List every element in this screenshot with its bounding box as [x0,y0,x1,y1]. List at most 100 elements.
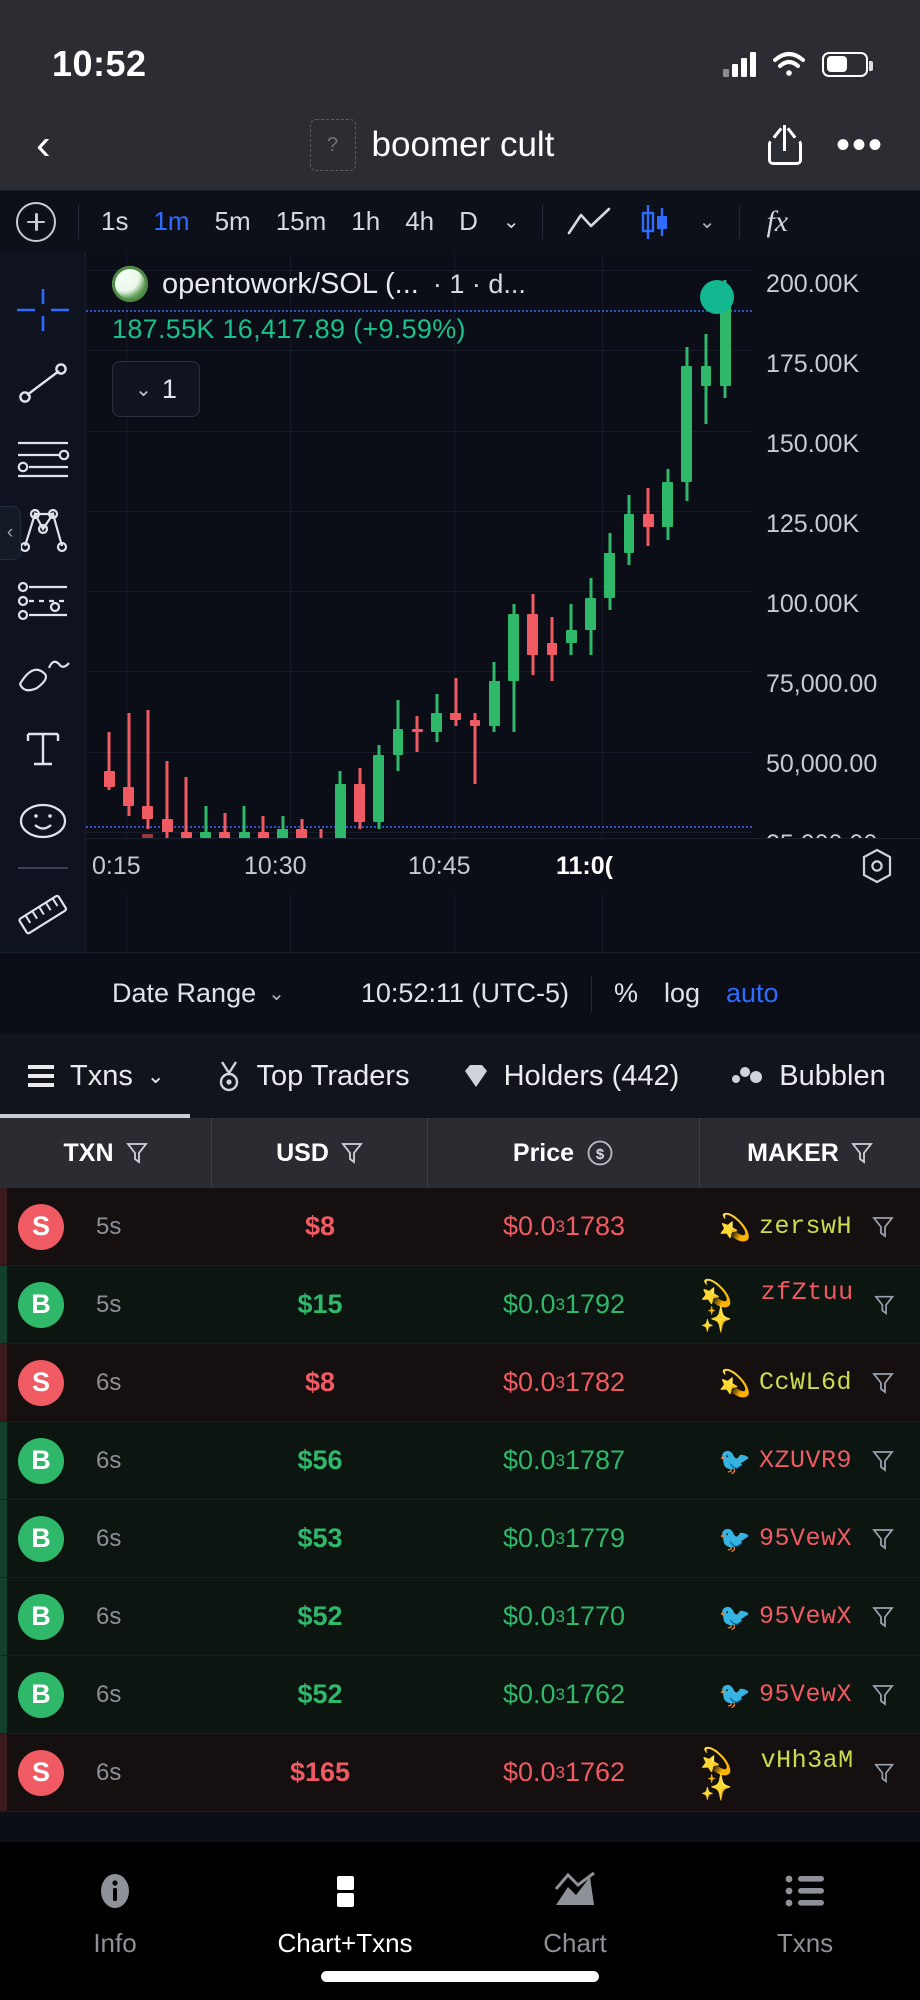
trend-line-icon[interactable] [0,347,86,420]
txn-age: 6s [96,1680,122,1708]
share-icon[interactable] [767,125,802,165]
gridline-v-1 [290,252,291,952]
more-options-icon[interactable]: ••• [835,123,884,167]
cell-maker[interactable]: 💫 zerswH [700,1188,920,1265]
nav-item-txns[interactable]: Txns [690,1868,920,1959]
chart-clock[interactable]: 10:52:11 (UTC-5) [360,978,569,1008]
ruler-icon[interactable] [0,879,86,952]
nav-item-chart[interactable]: Chart [460,1868,690,1959]
filter-icon-row[interactable] [872,1527,894,1551]
tab-txns[interactable]: Txns ⌄ [0,1034,191,1118]
maker-id[interactable]: XZUVR9 [758,1446,852,1475]
candlestick-chart-icon[interactable] [639,204,671,240]
maker-id[interactable]: 95VewX [758,1680,852,1709]
log-scale-button[interactable]: log [663,978,700,1008]
timeframe-1s[interactable]: 1s [101,206,129,236]
maker-id[interactable]: zfZtuu [760,1277,854,1307]
filter-icon-row[interactable] [872,1683,894,1707]
date-range-button[interactable]: Date Range ⌄ [112,978,285,1009]
row-side-indicator [0,1188,7,1265]
table-row[interactable]: B 6s $52 $0.0 3 1762 🐦 95VewX [0,1656,920,1734]
filter-icon-3[interactable] [850,1141,873,1165]
column-header-price[interactable]: Price $ [428,1118,700,1188]
timeframe-1h[interactable]: 1h [351,206,381,236]
cell-maker[interactable]: 💫✨ zfZtuu [700,1266,920,1343]
row-side-indicator [0,1578,7,1655]
filter-icon-row[interactable] [872,1449,894,1473]
nav-item-chart-txns[interactable]: Chart+Txns [230,1868,460,1959]
column-header-usd[interactable]: USD [212,1118,428,1188]
chart-canvas[interactable]: opentowork/SOL (... · 1 · d... 187.55K 1… [86,252,752,952]
collapse-toolbar-button[interactable]: ‹ [0,506,21,560]
table-row[interactable]: B 5s $15 $0.0 3 1792 💫✨ zfZtuu [0,1266,920,1344]
maker-id[interactable]: zerswH [758,1212,852,1241]
cell-maker[interactable]: 💫 CcWL6d [700,1344,920,1421]
table-row[interactable]: B 6s $56 $0.0 3 1787 🐦 XZUVR9 [0,1422,920,1500]
filter-icon-row[interactable] [872,1371,894,1395]
filter-icon[interactable] [125,1141,148,1165]
timeframe-d[interactable]: D [459,206,478,236]
fib-retracement-icon[interactable] [0,566,86,639]
txn-age: 6s [96,1446,122,1474]
horizontal-lines-icon[interactable] [0,420,86,493]
nav-item-info[interactable]: Info [0,1868,230,1959]
dollar-circle-icon[interactable]: $ [586,1139,614,1167]
timeframe-15m[interactable]: 15m [275,206,327,236]
tab-top-traders[interactable]: Top Traders [190,1034,435,1118]
cell-price: $0.0 3 1762 [502,1757,626,1787]
battery-icon [822,51,873,77]
table-row[interactable]: B 6s $52 $0.0 3 1770 🐦 95VewX [0,1578,920,1656]
txn-age: 6s [96,1524,122,1552]
chevron-down-icon-2[interactable]: ⌄ [698,211,716,233]
filter-icon-row[interactable] [872,1605,894,1629]
price-exponent: 3 [555,1216,565,1236]
timeframe-5m[interactable]: 5m [214,206,251,236]
cell-usd: $15 [297,1289,343,1319]
cell-usd: $53 [297,1523,343,1553]
candle-body [546,642,558,656]
table-row[interactable]: S 6s $8 $0.0 3 1782 💫 CcWL6d [0,1344,920,1422]
cell-maker[interactable]: 🐦 95VewX [700,1578,920,1655]
candle-wick [242,806,246,855]
chart-count-selector[interactable]: ⌄ 1 [112,361,200,417]
filter-icon-2[interactable] [341,1141,363,1165]
tab-bubblemaps[interactable]: Bubblen [705,1034,911,1118]
chart-settings-icon[interactable] [858,847,896,885]
filter-icon-row[interactable] [872,1215,894,1239]
back-button[interactable]: ‹ [36,120,51,169]
table-row[interactable]: S 6s $165 $0.0 3 1762 💫✨ vHh3aM [0,1734,920,1812]
filter-icon-row[interactable] [873,1293,894,1317]
maker-emoji-icon: 🐦 [718,1446,751,1476]
timeframe-4h[interactable]: 4h [405,206,435,236]
pitchfork-icon[interactable] [0,493,86,566]
maker-id[interactable]: vHh3aM [760,1745,854,1775]
cell-maker[interactable]: 🐦 95VewX [700,1656,920,1733]
line-chart-icon[interactable] [567,207,611,237]
indicators-button[interactable]: fx [766,204,789,238]
percent-scale-button[interactable]: % [613,978,638,1008]
chevron-down-icon[interactable]: ⌄ [502,211,520,233]
maker-id[interactable]: 95VewX [758,1602,852,1631]
add-indicator-button[interactable] [16,201,56,242]
time-axis[interactable]: 0:15 10:30 10:45 11:0( [86,838,920,894]
price-axis[interactable]: 200.00K 175.00K 150.00K 125.00K 100.00K … [752,252,920,952]
crosshair-icon[interactable] [0,274,86,347]
maker-id[interactable]: CcWL6d [758,1368,852,1397]
emoji-icon[interactable] [0,784,86,857]
cell-price: $0.0 3 1779 [502,1523,626,1553]
cell-maker[interactable]: 🐦 XZUVR9 [700,1422,920,1499]
cell-maker[interactable]: 💫✨ vHh3aM [700,1734,920,1811]
maker-id[interactable]: 95VewX [758,1524,852,1553]
brush-icon[interactable] [0,638,86,711]
table-row[interactable]: B 6s $53 $0.0 3 1779 🐦 95VewX [0,1500,920,1578]
column-header-txn[interactable]: TXN [0,1118,212,1188]
timeframe-1m[interactable]: 1m [153,206,190,236]
tab-holders[interactable]: Holders (442) [436,1034,706,1118]
column-header-maker[interactable]: MAKER [700,1118,920,1188]
text-icon[interactable] [0,711,86,784]
auto-scale-button[interactable]: auto [726,978,779,1008]
table-row[interactable]: S 5s $8 $0.0 3 1783 💫 zerswH [0,1188,920,1266]
filter-icon-row[interactable] [873,1761,894,1785]
gridline-h-7 [86,832,752,833]
cell-maker[interactable]: 🐦 95VewX [700,1500,920,1577]
